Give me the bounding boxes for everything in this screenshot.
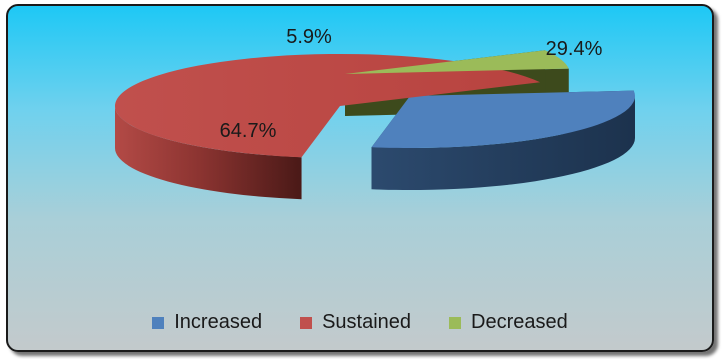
pie-slice-increased [371, 90, 636, 148]
legend-swatch-decreased [449, 316, 462, 329]
pie-slice-sustained [115, 53, 541, 158]
pie-slice-decreased [345, 50, 569, 74]
data-label-sustained: 64.7% [220, 120, 277, 142]
pie-chart: 29.4% 64.7% 5.9% [115, 26, 636, 200]
legend: Increased Sustained Decreased [8, 311, 712, 334]
chart-area: 29.4% 64.7% 5.9% Increased Sustained Decreas… [6, 4, 714, 352]
legend-label-increased: Increased [174, 311, 263, 333]
legend-item-increased: Increased [152, 311, 262, 334]
pie-slice-side-increased [371, 96, 635, 190]
legend-swatch-sustained [300, 316, 313, 329]
legend-label-decreased: Decreased [471, 311, 568, 333]
legend-item-decreased: Decreased [449, 311, 568, 334]
legend-item-sustained: Sustained [300, 311, 411, 334]
legend-label-sustained: Sustained [322, 311, 412, 333]
pie-slice-side-sustained [115, 106, 302, 200]
data-label-decreased: 5.9% [286, 26, 332, 48]
data-label-increased: 29.4% [546, 38, 603, 60]
legend-swatch-increased [152, 316, 165, 329]
